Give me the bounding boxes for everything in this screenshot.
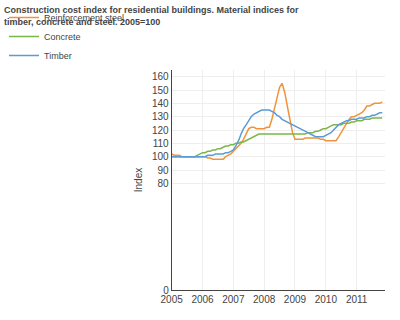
svg-text:Index: Index <box>133 168 144 192</box>
svg-text:100: 100 <box>152 151 169 162</box>
svg-text:120: 120 <box>152 125 169 136</box>
svg-text:160: 160 <box>152 71 169 82</box>
svg-text:2010: 2010 <box>315 294 338 305</box>
svg-text:2009: 2009 <box>284 294 307 305</box>
svg-text:Reinforcement steel: Reinforcement steel <box>44 13 124 23</box>
svg-text:2006: 2006 <box>191 294 214 305</box>
svg-text:0: 0 <box>163 285 169 296</box>
svg-text:2008: 2008 <box>253 294 276 305</box>
svg-text:90: 90 <box>158 165 170 176</box>
svg-text:Concrete: Concrete <box>44 32 81 42</box>
svg-text:150: 150 <box>152 85 169 96</box>
svg-text:2007: 2007 <box>222 294 245 305</box>
svg-text:80: 80 <box>158 178 170 189</box>
svg-text:2011: 2011 <box>346 294 368 305</box>
svg-text:130: 130 <box>152 111 169 122</box>
svg-text:Construction cost index for re: Construction cost index for residential … <box>4 5 299 27</box>
svg-text:2005: 2005 <box>161 294 184 305</box>
svg-text:140: 140 <box>152 98 169 109</box>
svg-text:Timber: Timber <box>44 51 72 61</box>
svg-text:110: 110 <box>153 138 169 149</box>
